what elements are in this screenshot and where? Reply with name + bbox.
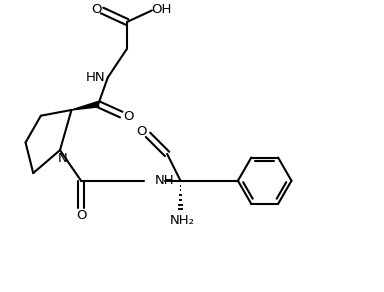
Text: NH₂: NH₂: [170, 214, 195, 227]
Text: O: O: [136, 125, 146, 138]
Text: OH: OH: [151, 3, 172, 16]
Text: NH: NH: [155, 174, 174, 187]
Polygon shape: [71, 102, 99, 110]
Text: O: O: [76, 209, 86, 223]
Text: O: O: [123, 110, 133, 123]
Text: O: O: [91, 3, 102, 16]
Text: HN: HN: [86, 71, 105, 84]
Text: N: N: [58, 152, 68, 165]
